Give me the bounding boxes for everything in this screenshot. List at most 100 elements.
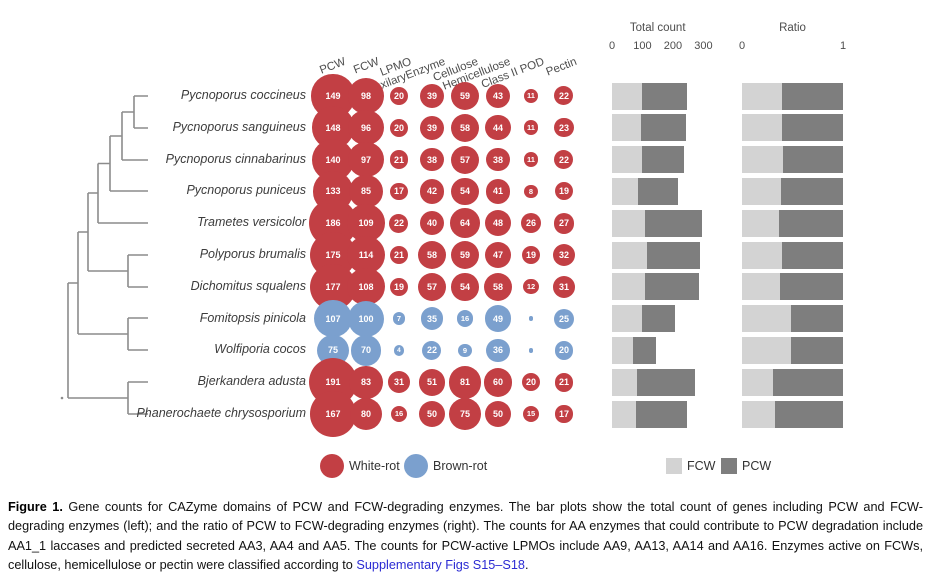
- bubble: 59: [450, 240, 480, 270]
- bubble: 54: [451, 273, 479, 301]
- total-count-pcw-segment: [642, 305, 676, 333]
- axis-tick: 300: [694, 40, 713, 52]
- pcw-label: PCW: [742, 459, 772, 473]
- ratio-fcw-segment: [742, 82, 783, 110]
- bubble: 58: [483, 272, 513, 301]
- ratio-pcw-segment: [781, 114, 843, 142]
- bubble: 11: [523, 152, 539, 167]
- fcw-label: FCW: [687, 459, 716, 473]
- bubble: 38: [486, 147, 510, 172]
- bubble: 8: [524, 184, 538, 198]
- bubble: 75: [449, 398, 481, 430]
- caption-period: .: [524, 558, 529, 573]
- bubble: 27: [553, 212, 575, 234]
- brown-rot-label: Brown-rot: [433, 459, 488, 473]
- bubble: 60: [483, 367, 513, 397]
- bubble: 43: [485, 83, 511, 109]
- bubble: 11: [523, 88, 539, 104]
- species-label: Polyporus brumalis: [199, 247, 306, 261]
- species-label: Pycnoporus cinnabarinus: [165, 151, 306, 166]
- bubble: 17: [555, 405, 573, 423]
- bubble: 167: [310, 391, 356, 437]
- bubble: 70: [350, 335, 382, 366]
- total-count-pcw-segment: [633, 336, 657, 364]
- brown-rot-swatch-icon: [404, 454, 428, 478]
- bubble: [528, 316, 534, 321]
- bubble: 81: [448, 365, 482, 399]
- bubble: 20: [389, 118, 409, 137]
- pcw-swatch-icon: [721, 458, 737, 474]
- total-count-fcw-segment: [612, 336, 634, 364]
- fcw-swatch-icon: [666, 458, 682, 474]
- ratio-fcw-segment: [742, 368, 773, 396]
- total-count-fcw-segment: [612, 177, 638, 205]
- ratio-pcw-segment: [790, 305, 843, 333]
- bubble: 17: [390, 182, 408, 200]
- bubble: 40: [419, 211, 445, 236]
- axis-tick: 1: [839, 40, 847, 52]
- bubble: 38: [420, 147, 444, 172]
- bubble: 35: [420, 307, 444, 331]
- bubble: 64: [450, 208, 480, 238]
- species-label: Trametes versicolor: [197, 215, 306, 230]
- ratio-fcw-segment: [742, 241, 782, 269]
- legend-white-rot: White-rot: [320, 454, 400, 478]
- species-label: Fomitopsis pinicola: [199, 310, 306, 325]
- bubble: 21: [554, 372, 574, 392]
- total-count-fcw-segment: [612, 305, 643, 333]
- bubble: 96: [348, 110, 384, 146]
- bubble: 85: [349, 174, 383, 209]
- bubble: 114: [346, 235, 386, 275]
- species-label: Pycnoporus sanguineus: [172, 119, 306, 134]
- bubble: 39: [420, 84, 444, 108]
- bubble: 19: [390, 277, 408, 296]
- bubble: 9: [458, 343, 472, 358]
- bubble: 98: [348, 78, 384, 114]
- total-count-fcw-segment: [612, 400, 637, 428]
- tree-root-dot: [60, 396, 64, 400]
- bubble: 16: [456, 310, 474, 327]
- bubble: 59: [450, 81, 480, 111]
- species-label: Bjerkandera adusta: [197, 374, 306, 389]
- bubble: 100: [348, 300, 384, 337]
- legend-fcw: FCW: [666, 458, 715, 474]
- ratio-fcw-segment: [742, 273, 781, 301]
- bubble: 16: [390, 405, 408, 423]
- bubble: 54: [451, 177, 479, 206]
- total-count-fcw-segment: [612, 209, 646, 237]
- supplementary-figs-link[interactable]: Supplementary Figs S15–S18: [356, 558, 525, 573]
- column-header-pectin: Pectin: [544, 55, 579, 79]
- bubble: 22: [422, 340, 442, 360]
- species-label: Dichomitus squalens: [190, 278, 306, 293]
- ratio-pcw-segment: [781, 177, 843, 205]
- bubble: 58: [417, 240, 447, 270]
- bubble: 57: [417, 272, 447, 301]
- bubble: 22: [389, 213, 409, 233]
- bubble: 48: [484, 210, 512, 237]
- bubble: 25: [554, 308, 574, 329]
- ratio-pcw-segment: [783, 146, 843, 174]
- bubble: 15: [522, 405, 540, 423]
- bubble: 26: [520, 213, 542, 234]
- bubble: 21: [389, 245, 409, 265]
- bubble: 41: [485, 179, 511, 204]
- bubble: 50: [418, 400, 446, 428]
- bubble: 23: [554, 118, 574, 138]
- species-label: Pycnoporus puniceus: [186, 183, 306, 198]
- bubble: 49: [484, 305, 512, 332]
- total-count-pcw-segment: [636, 400, 688, 428]
- bubble: 31: [553, 275, 575, 298]
- total-count-pcw-segment: [641, 82, 688, 110]
- ratio-pcw-segment: [782, 82, 843, 110]
- bubble: 20: [389, 86, 409, 106]
- bubble: 107: [314, 300, 352, 338]
- bubble: 58: [450, 113, 480, 142]
- total-count-fcw-segment: [612, 273, 645, 301]
- ratio-pcw-segment: [780, 273, 843, 301]
- bubble: 42: [419, 179, 445, 204]
- bubble: 44: [485, 115, 511, 141]
- legend-brown-rot: Brown-rot: [404, 454, 487, 478]
- bubble: 109: [347, 204, 385, 242]
- ratio-fcw-segment: [742, 114, 782, 142]
